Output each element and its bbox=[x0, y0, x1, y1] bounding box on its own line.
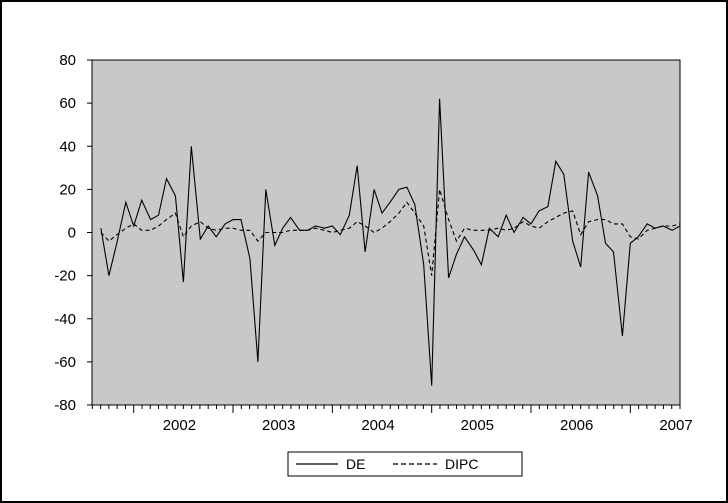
x-axis: 2002 2003 2004 2005 2006 2007 bbox=[91, 405, 693, 434]
y-axis: 80 60 40 20 0 -20 -40 -60 -80 bbox=[54, 52, 92, 414]
y-tick-label: 40 bbox=[59, 138, 76, 155]
x-tick-label: 2004 bbox=[361, 417, 394, 434]
series-line-de bbox=[100, 98, 681, 386]
series-layer bbox=[100, 98, 681, 386]
plot-area bbox=[91, 59, 681, 406]
x-tick-label: 2002 bbox=[163, 417, 196, 434]
x-tick-label: 2003 bbox=[262, 417, 295, 434]
series-line-dipc bbox=[100, 189, 681, 276]
x-tick-label: 2006 bbox=[560, 417, 593, 434]
y-tick-label: -40 bbox=[54, 311, 76, 328]
y-tick-label: 0 bbox=[68, 225, 76, 242]
legend: DE DIPC bbox=[287, 451, 523, 477]
x-tick-label: 2007 bbox=[659, 417, 692, 434]
y-tick-label: 20 bbox=[59, 181, 76, 198]
legend-label-dipc: DIPC bbox=[445, 456, 478, 472]
x-tick-label: 2005 bbox=[461, 417, 494, 434]
y-tick-label: -80 bbox=[54, 397, 76, 414]
y-tick-label: -60 bbox=[54, 354, 76, 371]
y-tick-label: 60 bbox=[59, 95, 76, 112]
legend-label-de: DE bbox=[346, 456, 365, 472]
y-tick-label: -20 bbox=[54, 268, 76, 285]
y-tick-label: 80 bbox=[59, 52, 76, 69]
